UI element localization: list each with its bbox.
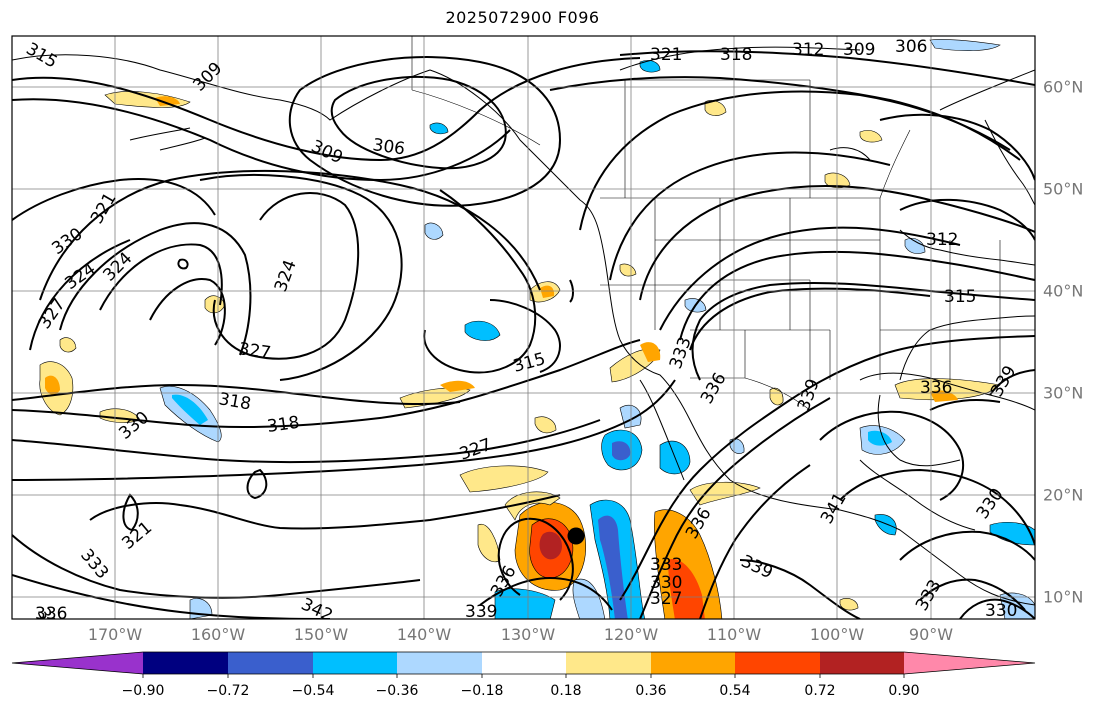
map-title: 2025072900 F096 bbox=[445, 8, 600, 27]
colorbar-segment bbox=[566, 652, 651, 674]
colorbar-extend-high bbox=[904, 652, 1035, 674]
lon-label: 170°W bbox=[87, 625, 143, 644]
lat-label: 30°N bbox=[1043, 383, 1084, 403]
lon-label: 100°W bbox=[809, 625, 865, 644]
contour-label: 336 bbox=[920, 378, 952, 398]
lon-label: 90°W bbox=[908, 625, 954, 644]
contour-label: 309 bbox=[843, 40, 875, 60]
colorbar-segment bbox=[143, 652, 228, 674]
contour-label: 336 bbox=[35, 604, 67, 624]
lat-label: 10°N bbox=[1043, 587, 1084, 607]
colorbar-segment bbox=[735, 652, 820, 674]
contour-label: 306 bbox=[371, 135, 406, 159]
lon-label: 160°W bbox=[190, 625, 246, 644]
colorbar-segment bbox=[651, 652, 735, 674]
lon-label: 130°W bbox=[500, 625, 556, 644]
storm-eye-shading bbox=[539, 531, 562, 560]
colorbar-tick-label: 0.90 bbox=[888, 683, 920, 699]
lon-label: 120°W bbox=[603, 625, 659, 644]
colorbar-tick-label: 0.36 bbox=[635, 683, 667, 699]
height-contours bbox=[12, 50, 1035, 619]
lon-label: 110°W bbox=[706, 625, 762, 644]
colorbar-tick-label: −0.36 bbox=[375, 683, 419, 699]
contour-label: 312 bbox=[926, 230, 958, 250]
colorbar-tick-label: −0.72 bbox=[206, 683, 250, 699]
contour-label: 327 bbox=[237, 339, 272, 363]
colorbar-segment bbox=[482, 652, 566, 674]
lat-lon-grid bbox=[12, 36, 1035, 619]
colorbar bbox=[11, 651, 1036, 678]
map-frame bbox=[11, 35, 1036, 620]
colorbar-tick-label: 0.54 bbox=[719, 683, 751, 699]
colorbar-tick-label: 0.72 bbox=[804, 683, 836, 699]
contour-label: 318 bbox=[720, 45, 752, 65]
lat-label: 50°N bbox=[1043, 179, 1084, 199]
colorbar-segment bbox=[820, 652, 904, 674]
lon-label: 140°W bbox=[396, 625, 452, 644]
colorbar-segment bbox=[228, 652, 313, 674]
contour-label: 312 bbox=[792, 40, 824, 60]
colorbar-tick-label: 0.18 bbox=[550, 683, 582, 699]
colorbar-segment bbox=[313, 652, 397, 674]
contour-label: 330 bbox=[985, 601, 1017, 621]
contour-label: 318 bbox=[266, 413, 301, 437]
lat-label: 20°N bbox=[1043, 485, 1084, 505]
contour-label: 330 bbox=[650, 573, 682, 593]
contour-label: 306 bbox=[895, 37, 927, 57]
colorbar-tick-label: −0.18 bbox=[460, 683, 504, 699]
contour-label: 321 bbox=[650, 45, 682, 65]
contour-label: 339 bbox=[465, 602, 497, 622]
colorbar-tick-label: −0.90 bbox=[121, 683, 165, 699]
colorbar-segment bbox=[397, 652, 482, 674]
contour-label: 315 bbox=[944, 287, 976, 307]
storm-position-marker bbox=[567, 527, 585, 545]
lat-label: 40°N bbox=[1043, 281, 1084, 301]
colorbar-tick-label: −0.54 bbox=[291, 683, 335, 699]
contour-label: 333 bbox=[650, 555, 682, 575]
lat-label: 60°N bbox=[1043, 77, 1084, 97]
lon-label: 150°W bbox=[293, 625, 349, 644]
colorbar-extend-low bbox=[12, 652, 143, 674]
contour-label: 327 bbox=[650, 589, 682, 609]
political-borders bbox=[411, 36, 1035, 411]
